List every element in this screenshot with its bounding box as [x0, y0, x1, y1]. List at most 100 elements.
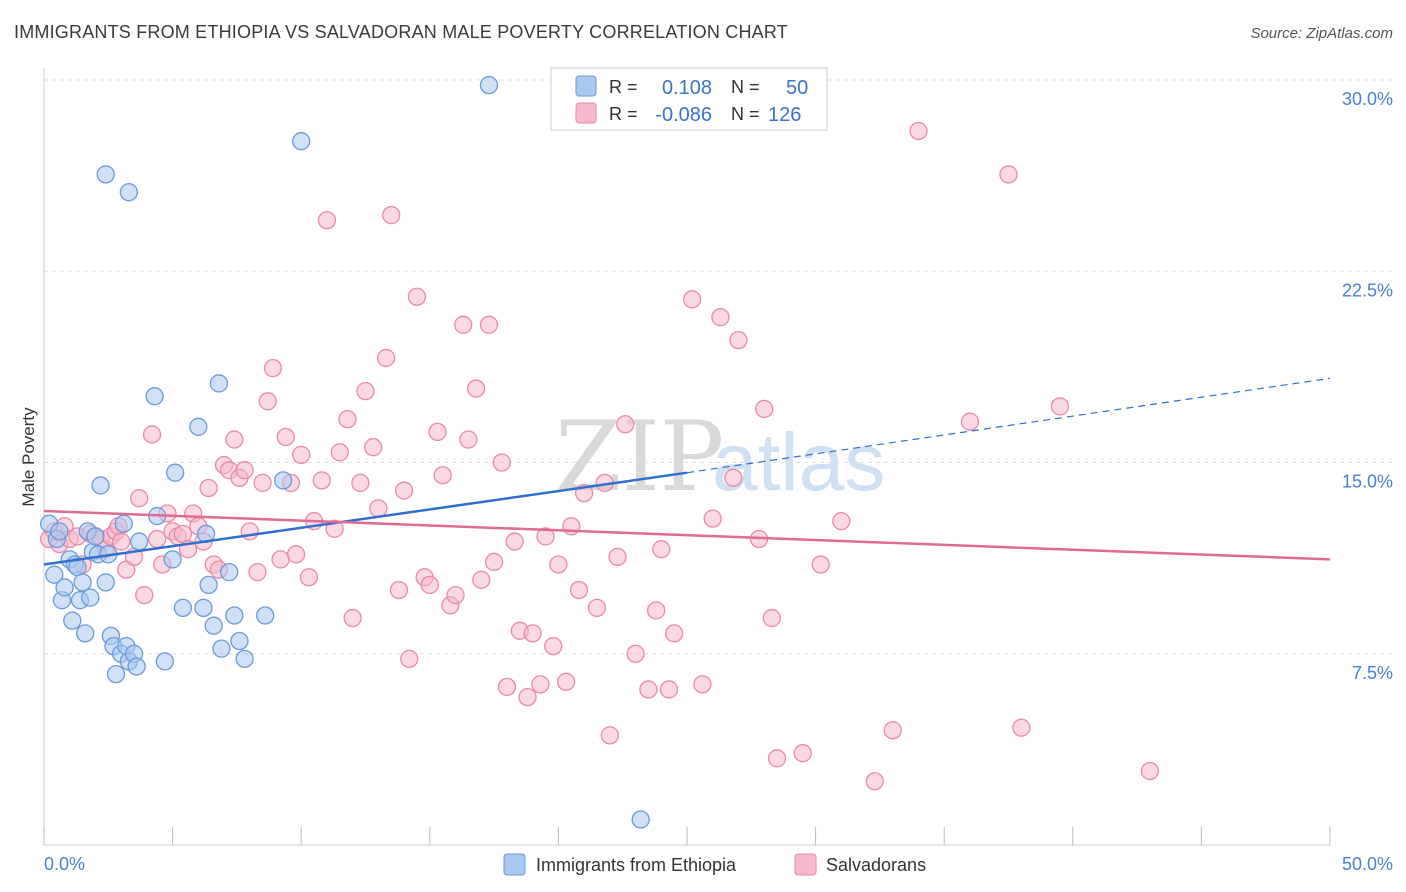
- point-salvadorans: [312, 471, 331, 490]
- point-salvadorans: [536, 527, 555, 546]
- point-ethiopia: [55, 578, 74, 597]
- point-salvadorans: [258, 392, 277, 411]
- point-salvadorans: [484, 552, 504, 572]
- legend-n-value-pink: 126: [768, 104, 801, 126]
- point-salvadorans: [544, 636, 563, 656]
- point-salvadorans: [276, 427, 295, 447]
- trendlines: [43, 377, 1331, 566]
- point-salvadorans: [454, 315, 473, 334]
- point-salvadorans: [317, 211, 337, 230]
- point-salvadorans: [292, 445, 311, 465]
- point-salvadorans: [909, 121, 928, 141]
- point-salvadorans: [724, 468, 743, 487]
- y-tick-labels: 7.5% 15.0% 22.5% 30.0%: [1342, 89, 1393, 683]
- point-salvadorans: [626, 644, 645, 663]
- point-salvadorans: [729, 330, 748, 350]
- point-salvadorans: [703, 509, 722, 528]
- point-ethiopia: [256, 606, 275, 625]
- point-ethiopia: [194, 598, 213, 617]
- point-salvadorans: [369, 499, 388, 518]
- point-salvadorans: [173, 524, 193, 544]
- point-salvadorans: [587, 598, 607, 617]
- point-salvadorans: [400, 649, 419, 668]
- chart-source: Source: ZipAtlas.com: [1250, 25, 1393, 42]
- point-ethiopia: [119, 183, 139, 202]
- point-salvadorans: [646, 601, 666, 620]
- point-salvadorans: [999, 165, 1018, 184]
- point-salvadorans: [343, 608, 362, 628]
- trendline-salvadorans: [43, 509, 1331, 561]
- point-ethiopia: [204, 616, 223, 635]
- point-ethiopia: [45, 565, 64, 584]
- point-salvadorans: [523, 624, 542, 643]
- legend-frame: [550, 67, 828, 131]
- correlation-legend: R = 0.108 N = 50 R = -0.086 N = 126: [550, 67, 828, 131]
- point-salvadorans: [883, 721, 902, 740]
- point-salvadorans: [235, 460, 254, 480]
- point-salvadorans: [135, 585, 154, 605]
- trendline-ethiopia: [43, 471, 688, 566]
- series-legend-swatch-ethiopia: [503, 853, 526, 876]
- legend-n-label-blue: N =: [731, 77, 760, 97]
- point-salvadorans: [248, 563, 267, 582]
- point-ethiopia: [292, 132, 311, 151]
- point-ethiopia: [225, 606, 244, 625]
- point-salvadorans: [492, 453, 511, 472]
- point-salvadorans: [755, 399, 774, 419]
- series-ethiopia: [39, 75, 650, 829]
- point-salvadorans: [693, 675, 712, 694]
- point-ethiopia: [63, 611, 82, 630]
- point-salvadorans: [556, 672, 576, 691]
- point-salvadorans: [112, 532, 131, 551]
- legend-n-value-blue: 50: [786, 77, 808, 99]
- point-salvadorans: [711, 307, 730, 327]
- watermark: ZIP atlas: [555, 401, 885, 513]
- point-salvadorans: [299, 568, 319, 587]
- point-salvadorans: [446, 585, 465, 605]
- x-tick-min: 0.0%: [44, 854, 85, 874]
- point-salvadorans: [472, 570, 491, 589]
- point-salvadorans: [569, 580, 589, 600]
- point-ethiopia: [235, 649, 254, 668]
- point-salvadorans: [767, 749, 787, 768]
- point-salvadorans: [148, 529, 167, 549]
- y-axis-label: Male Poverty: [19, 407, 38, 507]
- point-salvadorans: [639, 680, 658, 699]
- point-ethiopia: [220, 563, 239, 582]
- axes: [43, 68, 1331, 846]
- point-salvadorans: [505, 532, 524, 551]
- point-ethiopia: [166, 463, 185, 482]
- point-ethiopia: [86, 527, 105, 546]
- point-ethiopia: [631, 810, 650, 829]
- trendline-ethiopia-extension: [686, 377, 1331, 474]
- point-salvadorans: [531, 675, 550, 694]
- point-salvadorans: [382, 205, 401, 225]
- point-salvadorans: [960, 412, 980, 431]
- y-tick-label: 15.0%: [1342, 472, 1393, 492]
- point-ethiopia: [96, 573, 115, 592]
- point-salvadorans: [497, 677, 517, 697]
- point-ethiopia: [96, 165, 115, 184]
- point-ethiopia: [212, 639, 231, 658]
- point-ethiopia: [155, 652, 175, 671]
- point-salvadorans: [479, 315, 499, 334]
- point-salvadorans: [549, 555, 568, 574]
- point-salvadorans: [811, 555, 830, 574]
- point-salvadorans: [682, 290, 702, 309]
- point-ethiopia: [230, 631, 249, 651]
- point-ethiopia: [91, 476, 110, 495]
- legend-r-label-blue: R =: [609, 77, 638, 97]
- point-salvadorans: [1140, 761, 1160, 781]
- point-ethiopia: [173, 598, 193, 617]
- point-salvadorans: [865, 772, 884, 791]
- point-salvadorans: [1012, 718, 1031, 737]
- point-salvadorans: [338, 409, 357, 429]
- point-ethiopia: [81, 588, 100, 607]
- chart-title: IMMIGRANTS FROM ETHIOPIA VS SALVADORAN M…: [14, 22, 788, 42]
- point-salvadorans: [376, 348, 396, 368]
- point-salvadorans: [664, 624, 684, 643]
- point-salvadorans: [263, 358, 283, 378]
- point-salvadorans: [518, 687, 537, 707]
- point-salvadorans: [286, 545, 306, 564]
- point-salvadorans: [832, 512, 851, 531]
